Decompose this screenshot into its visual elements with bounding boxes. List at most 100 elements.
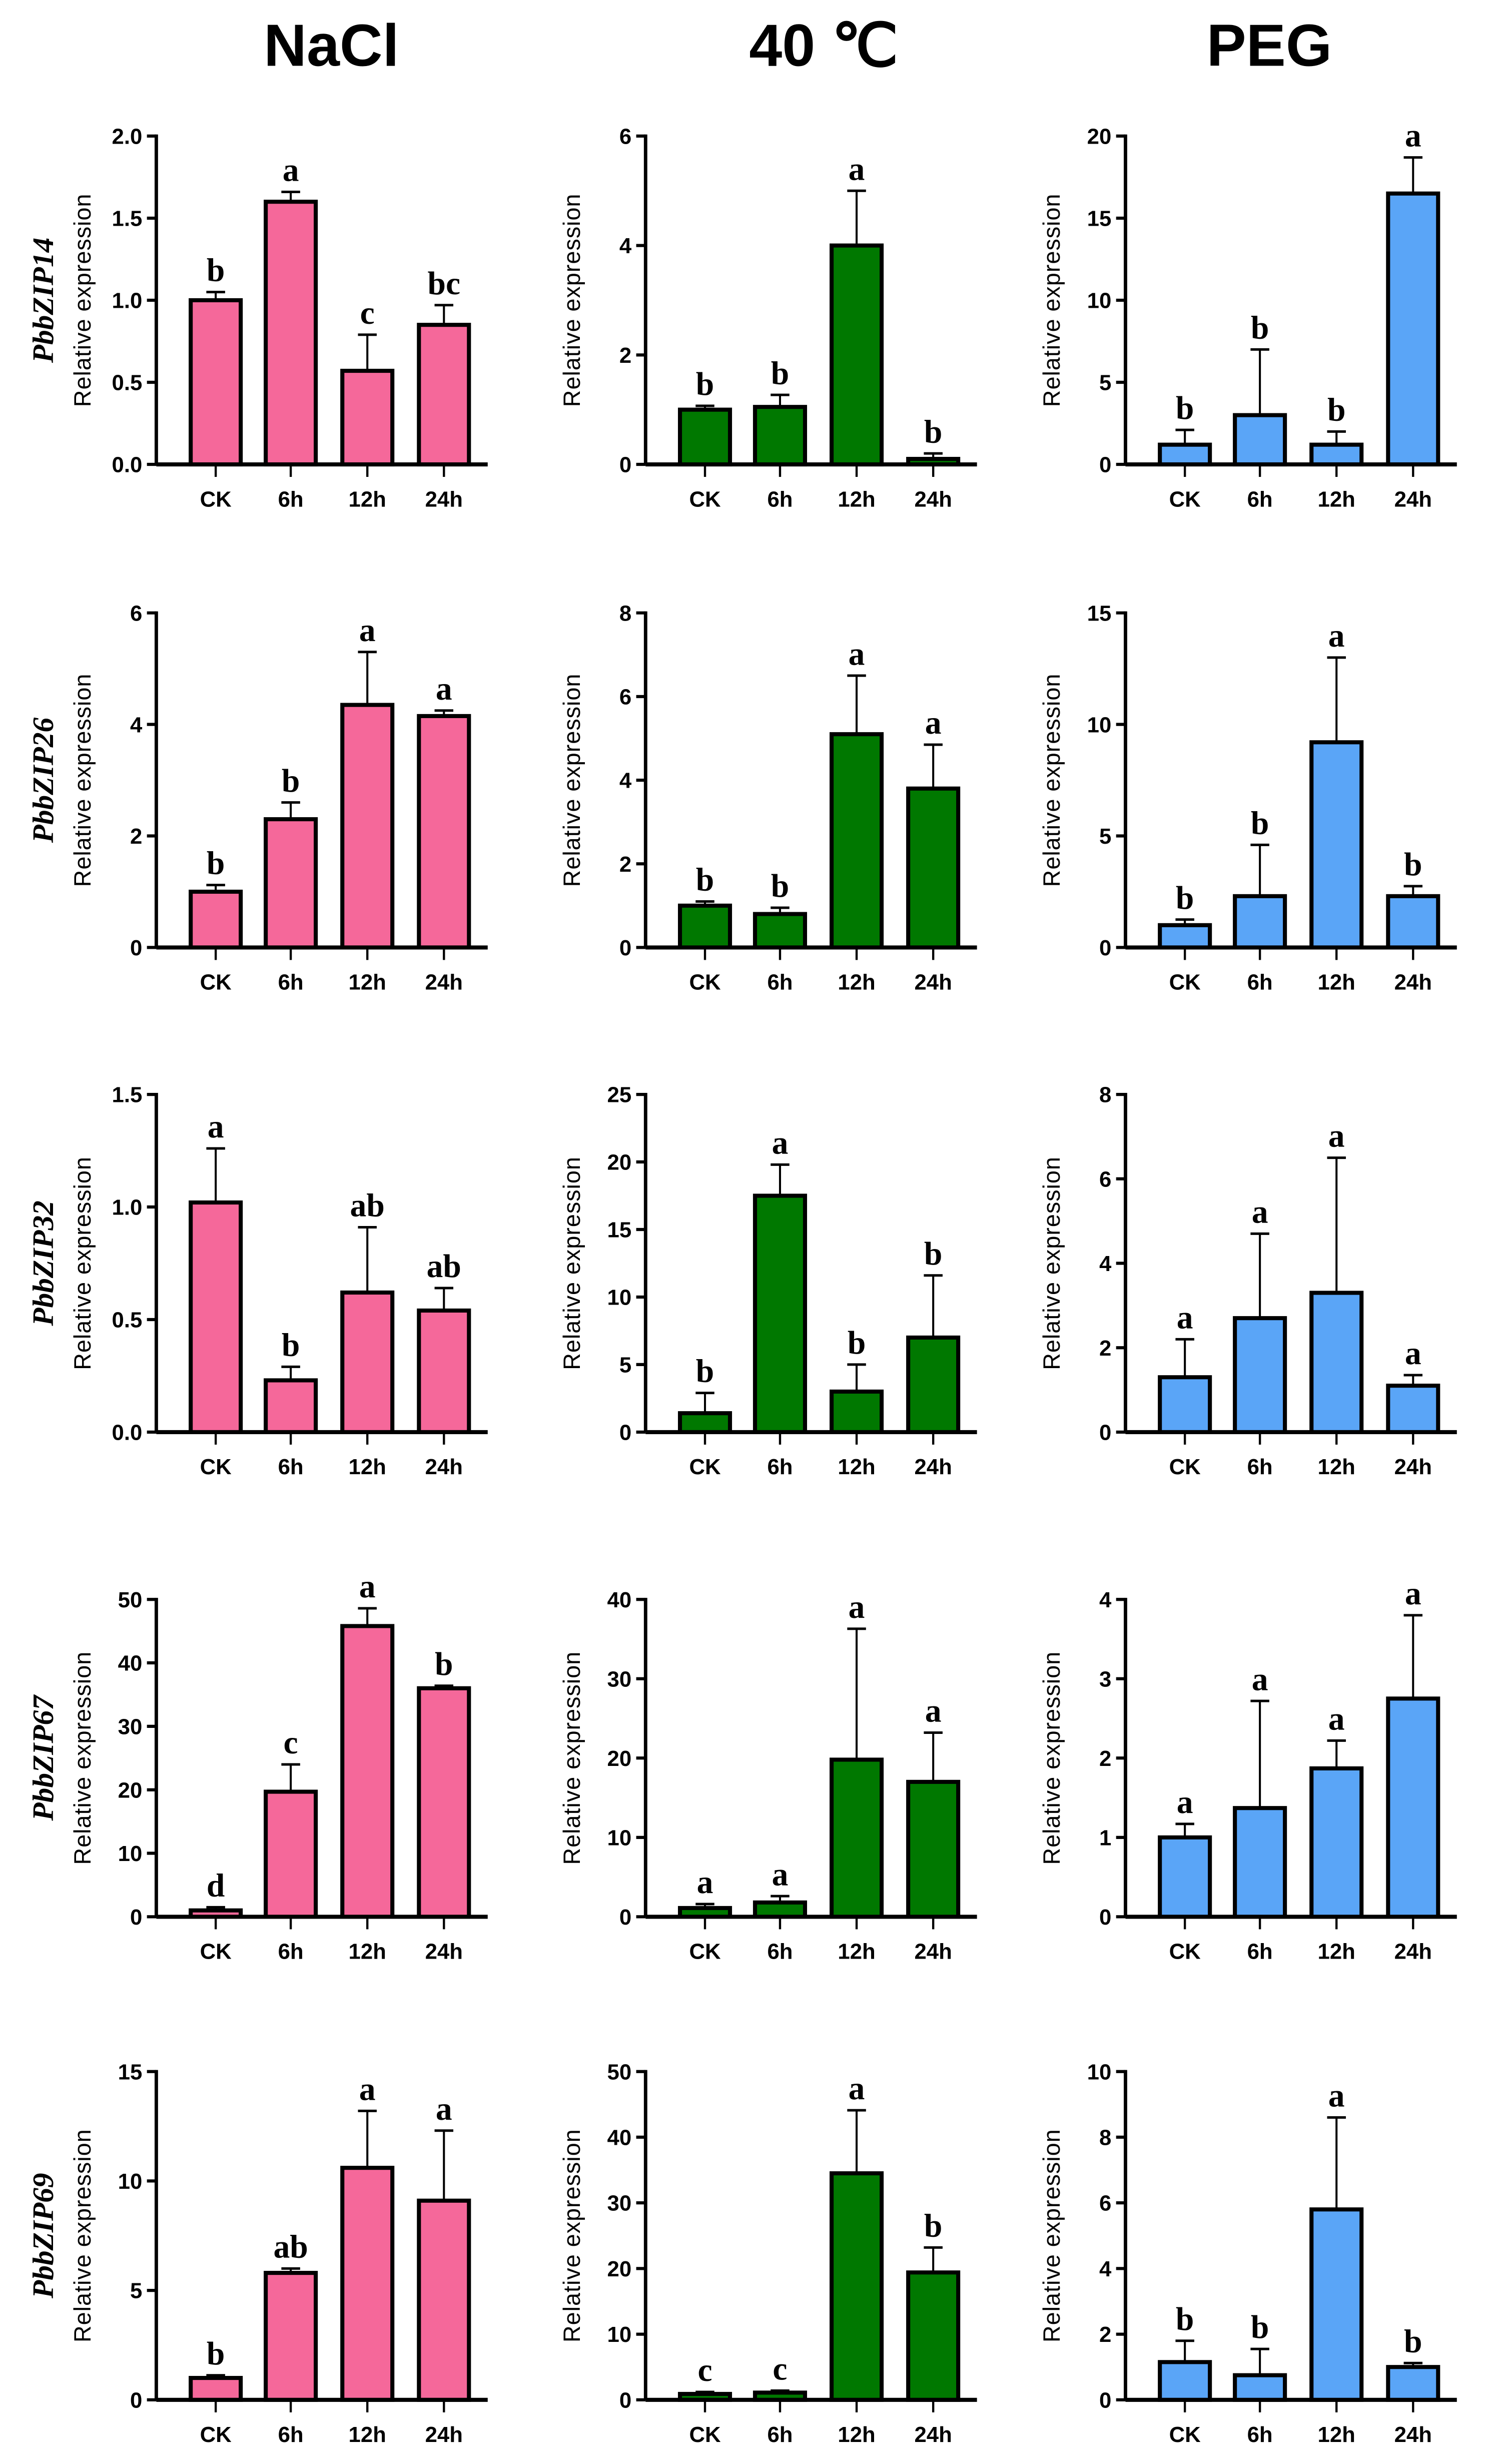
- bar-12h: [1309, 1766, 1364, 1919]
- y-tick-label: 30: [607, 2191, 632, 2216]
- y-axis-label: Relative expression: [1039, 194, 1065, 407]
- y-tick-label: 5: [1099, 824, 1111, 849]
- x-tick-label: 12h: [1318, 970, 1355, 995]
- y-tick-label: 2: [130, 824, 142, 849]
- bar-12h: [830, 732, 884, 950]
- bar-12h: [1309, 2207, 1364, 2402]
- bar-6h: [264, 200, 318, 467]
- y-tick-label: 1.5: [112, 1083, 143, 1107]
- x-tick-label: CK: [200, 2422, 232, 2447]
- bar-24h: [417, 1308, 471, 1434]
- y-tick-label: 1.0: [112, 1195, 143, 1220]
- significance-letter: a: [1328, 1118, 1345, 1154]
- x-tick-label: 6h: [278, 2422, 304, 2447]
- significance-letter: c: [773, 2351, 787, 2387]
- significance-letter: b: [1327, 392, 1345, 428]
- y-tick-label: 2: [619, 852, 631, 877]
- significance-letter: b: [1176, 880, 1194, 916]
- significance-letter: a: [697, 1865, 713, 1901]
- y-axis-label: Relative expression: [559, 1651, 585, 1865]
- bar-24h: [417, 323, 471, 467]
- bar-6h: [1233, 2373, 1287, 2402]
- x-tick-label: 24h: [914, 2422, 952, 2447]
- y-tick-label: 25: [607, 1083, 632, 1107]
- y-tick-label: 15: [118, 2060, 143, 2084]
- significance-letter: b: [1176, 2301, 1194, 2337]
- y-tick-label: 0: [1099, 2388, 1111, 2412]
- bar-24h: [417, 1686, 471, 1919]
- y-tick-label: 20: [1087, 125, 1112, 149]
- significance-letter: b: [207, 253, 225, 289]
- y-tick-label: 0: [1099, 936, 1111, 960]
- bar-12h: [1309, 1291, 1364, 1434]
- bar-24h: [1386, 2365, 1440, 2402]
- y-tick-label: 3: [1099, 1667, 1111, 1691]
- significance-letter: a: [208, 1109, 224, 1145]
- x-tick-label: CK: [200, 970, 232, 995]
- y-tick-label: 10: [607, 1286, 632, 1310]
- y-tick-label: 20: [607, 1746, 632, 1771]
- significance-letter: a: [359, 2072, 376, 2108]
- bar-6h: [753, 1193, 808, 1434]
- x-tick-label: 12h: [349, 2422, 386, 2447]
- significance-letter: a: [1405, 1336, 1421, 1372]
- significance-letter: a: [1177, 1300, 1193, 1336]
- y-tick-label: 0.5: [112, 371, 143, 395]
- x-tick-label: 24h: [914, 487, 952, 511]
- x-tick-label: 24h: [1394, 1940, 1432, 1964]
- bar-24h: [906, 457, 961, 467]
- significance-letter: a: [925, 1693, 942, 1729]
- y-tick-label: 0: [619, 2388, 631, 2412]
- x-tick-label: 12h: [838, 2422, 875, 2447]
- bar-12h: [1309, 740, 1364, 950]
- x-tick-label: 6h: [278, 1455, 304, 1479]
- y-axis-label: Relative expression: [1039, 674, 1065, 887]
- bar-24h: [1386, 1696, 1440, 1919]
- bar-24h: [417, 2198, 471, 2402]
- y-tick-label: 4: [619, 769, 632, 793]
- x-tick-label: CK: [1169, 2422, 1201, 2447]
- y-tick-label: 50: [607, 2060, 632, 2084]
- x-tick-label: 24h: [425, 487, 463, 511]
- x-tick-label: 24h: [425, 1455, 463, 1479]
- x-tick-label: 6h: [278, 970, 304, 995]
- y-axis-label: Relative expression: [1039, 1156, 1065, 1370]
- y-tick-label: 10: [1087, 2060, 1112, 2084]
- bar-ck: [677, 1906, 732, 1919]
- x-tick-label: 6h: [1247, 1455, 1273, 1479]
- significance-letter: a: [772, 1857, 789, 1893]
- significance-letter: a: [1177, 1784, 1193, 1820]
- bar-ck: [1158, 1375, 1212, 1434]
- x-tick-label: 12h: [838, 1455, 875, 1479]
- bar-ck: [189, 2375, 243, 2402]
- x-tick-label: 24h: [1394, 970, 1432, 995]
- bar-6h: [1233, 1316, 1287, 1434]
- x-tick-label: 24h: [1394, 1455, 1432, 1479]
- y-axis-label: Relative expression: [1039, 1651, 1065, 1865]
- significance-letter: ab: [273, 2229, 308, 2265]
- bar-12h: [340, 1290, 395, 1434]
- bar-12h: [830, 2171, 884, 2402]
- bar-ck: [189, 1908, 243, 1919]
- y-tick-label: 4: [619, 234, 632, 258]
- significance-letter: a: [849, 151, 865, 187]
- y-tick-label: 20: [607, 1150, 632, 1175]
- significance-letter: a: [1405, 118, 1421, 154]
- y-axis-label: Relative expression: [559, 1156, 585, 1370]
- x-tick-label: 6h: [767, 487, 793, 511]
- significance-letter: a: [925, 705, 942, 741]
- bar-ck: [189, 889, 243, 950]
- significance-letter: b: [771, 355, 789, 391]
- significance-letter: b: [1176, 390, 1194, 426]
- y-tick-label: 0: [619, 1421, 631, 1445]
- y-tick-label: 5: [1099, 371, 1111, 395]
- significance-letter: b: [924, 414, 942, 450]
- y-tick-label: 2: [1099, 1336, 1111, 1361]
- x-tick-label: CK: [200, 1940, 232, 1964]
- significance-letter: b: [924, 2208, 942, 2244]
- y-axis-label: Relative expression: [559, 674, 585, 887]
- significance-letter: c: [360, 295, 375, 331]
- x-tick-label: 6h: [767, 970, 793, 995]
- significance-letter: a: [772, 1125, 789, 1161]
- y-tick-label: 10: [118, 2169, 143, 2194]
